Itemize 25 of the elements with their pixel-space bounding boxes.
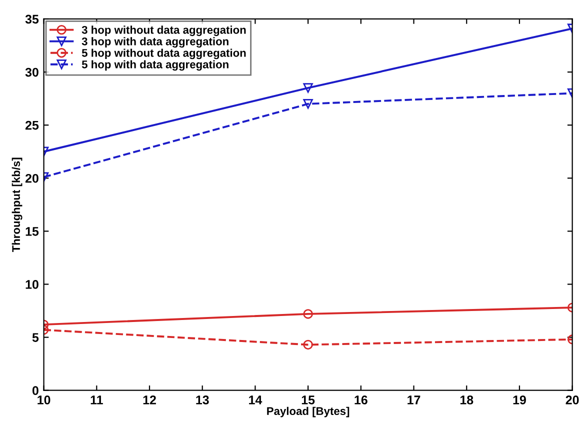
y-tick-label: 5 [32,333,39,342]
x-axis-title: Payload [Bytes] [267,406,350,418]
x-tick-label: 11 [90,396,103,404]
x-tick-label: 17 [408,396,420,404]
y-tick-label: 15 [26,227,39,236]
x-tick-label: 15 [302,396,315,404]
legend-label: 3 hop without data aggregation [82,26,246,36]
y-tick-label: 35 [25,14,39,24]
y-tick-label: 10 [26,280,38,289]
y-tick-label: 20 [25,174,38,183]
y-tick-label: 30 [25,68,38,77]
x-tick-label: 13 [196,396,209,404]
x-tick-label: 19 [513,396,526,404]
x-tick-label: 16 [354,396,368,404]
x-tick-label: 18 [460,396,474,404]
y-tick-label: 25 [25,120,39,130]
x-tick-label: 14 [249,396,262,404]
x-tick-label: 20 [566,396,579,404]
legend-label: 5 hop without data aggregation [82,48,246,60]
y-tick-label: 0 [32,386,38,395]
x-tick-label: 12 [143,396,156,404]
legend-label: 3 hop with data aggregation [82,37,228,48]
y-axis-title: Throughput [kb/s] [12,158,22,252]
legend-label: 5 hop with data aggregation [82,60,228,71]
x-tick-label: 10 [38,396,50,404]
